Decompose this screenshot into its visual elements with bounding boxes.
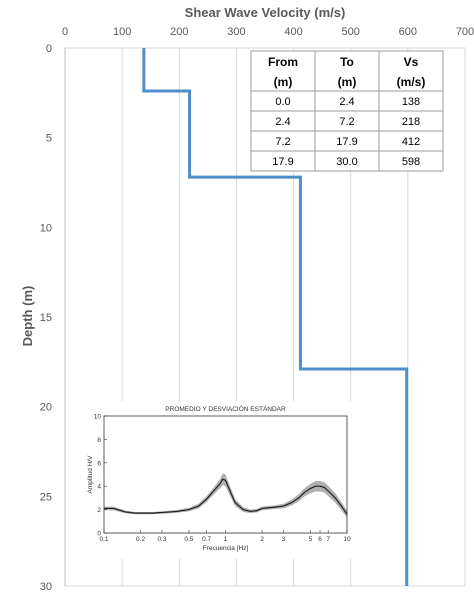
inset-x-tick-label: 10 <box>343 536 351 543</box>
x-tick-label: 400 <box>284 26 302 38</box>
table-cell: 598 <box>402 156 420 168</box>
table-unit-cell: (m) <box>274 75 293 89</box>
table-cell: 7.2 <box>339 116 354 128</box>
y-tick-label: 25 <box>40 491 52 503</box>
table-cell: 2.4 <box>339 96 354 108</box>
inset-y-tick-label: 8 <box>97 437 101 444</box>
vs-profile-line <box>142 48 409 586</box>
y-tick-label: 30 <box>40 581 52 593</box>
y-tick-label: 10 <box>40 222 52 234</box>
x-tick-label: 500 <box>342 26 360 38</box>
table-cell: 218 <box>402 116 420 128</box>
inset-x-label: Frecuencia [Hz] <box>203 545 249 552</box>
table-unit-cell: (m/s) <box>397 75 426 89</box>
x-tick-labels: 0 100 200 300 400 500 600 700 <box>62 26 474 38</box>
inset-y-tick-label: 6 <box>97 460 101 467</box>
table-unit-cell: (m) <box>338 75 357 89</box>
table-header-cell: From <box>268 55 298 69</box>
table-cell: 17.9 <box>272 156 293 168</box>
inset-y-label: Amplitud H/V <box>87 455 94 494</box>
inset-x-tick-label: 7 <box>326 536 330 543</box>
table-cell: 412 <box>402 136 420 148</box>
chart-title: Shear Wave Velocity (m/s) <box>185 5 346 20</box>
inset-x-tick-label: 0.2 <box>136 536 145 543</box>
x-tick-label: 300 <box>227 26 245 38</box>
y-axis-label: Depth (m) <box>20 286 35 347</box>
inset-y-tick-label: 2 <box>97 507 101 514</box>
inset-mean-line <box>104 478 348 515</box>
y-tick-label: 20 <box>40 402 52 414</box>
inset-x-tick-label: 0.5 <box>184 536 193 543</box>
inset-y-tick-label: 0 <box>97 531 101 538</box>
x-tick-label: 600 <box>399 26 417 38</box>
inset-y-tick-label: 4 <box>97 484 101 491</box>
inset-title: PROMEDIO Y DESVIACIÓN ESTÁNDAR <box>165 404 286 413</box>
inset-x-tick-label: 0.7 <box>202 536 211 543</box>
vs-table: From To Vs (m) (m) (m/s) 0.0 2.4 138 2.4 7.2 218 7.2… <box>250 50 444 172</box>
inset-std-band <box>104 473 347 518</box>
table-header-cell: Vs <box>404 55 419 69</box>
inset-x-tick-label: 0.1 <box>99 536 108 543</box>
table-cell: 7.2 <box>275 136 290 148</box>
table-cell: 30.0 <box>336 156 357 168</box>
inset-x-tick-label: 1 <box>224 536 228 543</box>
inset-x-tick-label: 3 <box>282 536 286 543</box>
inset-x-tick-label: 2 <box>260 536 264 543</box>
inset-y-tick-label: 10 <box>94 414 102 421</box>
inset-x-tick-label: 6 <box>318 536 322 543</box>
table-header-cell: To <box>340 55 354 69</box>
inset-x-tick-label: 5 <box>309 536 313 543</box>
x-tick-label: 0 <box>62 26 68 38</box>
table-cell: 0.0 <box>275 96 290 108</box>
table-cell: 138 <box>402 96 420 108</box>
table-cell: 2.4 <box>275 116 290 128</box>
y-tick-label: 15 <box>40 312 52 324</box>
hv-inset-chart: PROMEDIO Y DESVIACIÓN ESTÁNDAR 0.1 0.2 0.3 0… <box>87 401 360 559</box>
x-tick-label: 700 <box>456 26 474 38</box>
y-tick-label: 0 <box>46 43 52 55</box>
inset-x-tick-label: 0.3 <box>157 536 166 543</box>
table-cell: 17.9 <box>336 136 357 148</box>
x-tick-label: 100 <box>113 26 131 38</box>
y-tick-label: 5 <box>46 133 52 145</box>
x-tick-label: 200 <box>170 26 188 38</box>
y-tick-labels: 0 5 10 15 20 25 30 <box>40 43 52 593</box>
